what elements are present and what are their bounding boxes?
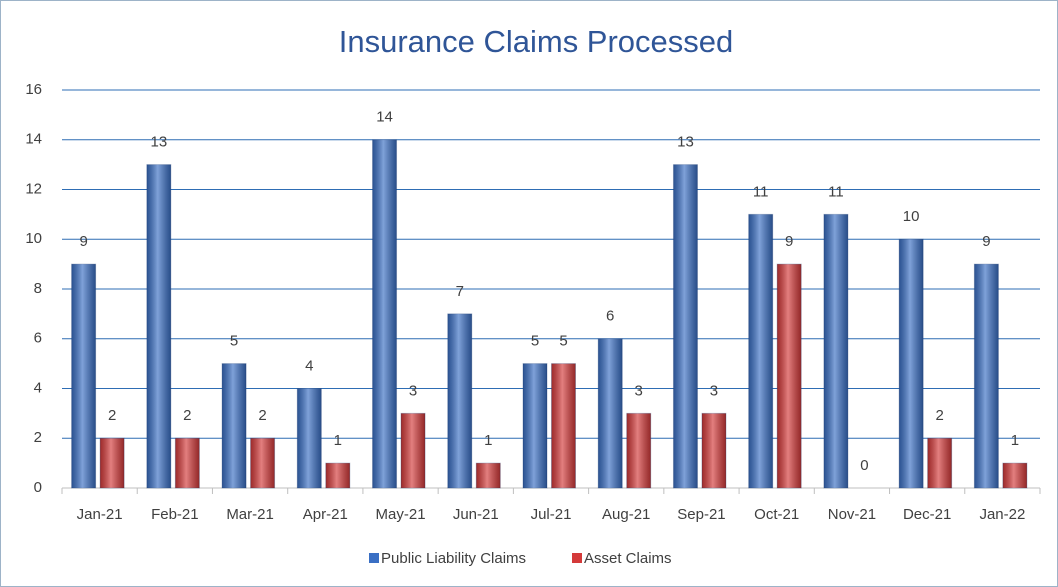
data-label: 1 [484,432,492,449]
y-tick-label: 6 [34,330,42,347]
data-label: 2 [183,407,191,424]
bar-shine [146,164,171,488]
legend-swatch [369,553,379,563]
y-tick-label: 0 [34,479,42,496]
data-label: 1 [334,432,342,449]
data-label: 5 [230,333,238,350]
x-tick-label: May-21 [376,506,426,523]
bar-shine [297,388,322,488]
x-tick-label: Jul-21 [531,506,572,523]
x-tick-label: Aug-21 [602,506,650,523]
bar-shine [447,313,472,488]
data-label: 2 [258,407,266,424]
data-label: 3 [409,382,417,399]
data-label: 5 [559,333,567,350]
data-label: 11 [753,183,769,200]
y-tick-label: 12 [25,180,42,197]
legend-label: Public Liability Claims [381,550,526,567]
data-label: 2 [108,407,116,424]
bar-shine [701,413,726,488]
bar-shine [325,463,350,488]
x-tick-label: Nov-21 [828,506,876,523]
bar-shine [927,438,952,488]
y-tick-label: 4 [34,379,42,396]
bar-shine [777,264,802,488]
data-label: 11 [828,183,844,200]
bar-shine [250,438,275,488]
bar-shine [401,413,426,488]
x-tick-label: Mar-21 [226,506,274,523]
data-label: 7 [456,283,464,300]
bar-shine [476,463,501,488]
bar-shine [899,239,924,488]
y-tick-label: 2 [34,429,42,446]
data-label: 10 [903,208,920,225]
x-tick-label: Feb-21 [151,506,199,523]
bar-shine [823,214,848,488]
data-label: 6 [606,308,614,325]
x-tick-label: Dec-21 [903,506,951,523]
data-label: 5 [531,333,539,350]
data-label: 3 [710,382,718,399]
bar-shine [100,438,125,488]
data-label: 9 [79,233,87,250]
y-tick-label: 10 [25,230,42,247]
bar-shine [748,214,773,488]
x-tick-label: Sep-21 [677,506,725,523]
y-tick-label: 14 [25,131,42,148]
chart-title: Insurance Claims Processed [339,24,734,59]
bar-shine [673,164,698,488]
data-label: 0 [860,457,868,474]
bar-shine [598,338,623,488]
data-label: 2 [935,407,943,424]
data-label: 13 [151,134,168,151]
x-tick-label: Jan-21 [77,506,123,523]
x-tick-label: Jan-22 [979,506,1025,523]
data-label: 4 [305,357,313,374]
bar-shine [222,363,247,488]
y-tick-label: 8 [34,280,42,297]
data-label: 9 [982,233,990,250]
data-label: 14 [376,109,393,126]
bar-shine [71,264,96,488]
data-label: 3 [635,382,643,399]
bar-shine [551,363,576,488]
data-label: 1 [1011,432,1019,449]
bar-shine [974,264,999,488]
bar-shine [175,438,200,488]
legend-label: Asset Claims [584,550,672,567]
legend-swatch [572,553,582,563]
bar-shine [523,363,547,488]
x-tick-label: Jun-21 [453,506,499,523]
bar-shine [372,139,397,488]
x-tick-label: Oct-21 [754,506,799,523]
x-tick-label: Apr-21 [303,506,348,523]
y-tick-label: 16 [25,81,42,98]
bar-shine [1002,463,1027,488]
bar-shine [626,413,651,488]
data-label: 9 [785,233,793,250]
data-label: 13 [677,134,694,151]
